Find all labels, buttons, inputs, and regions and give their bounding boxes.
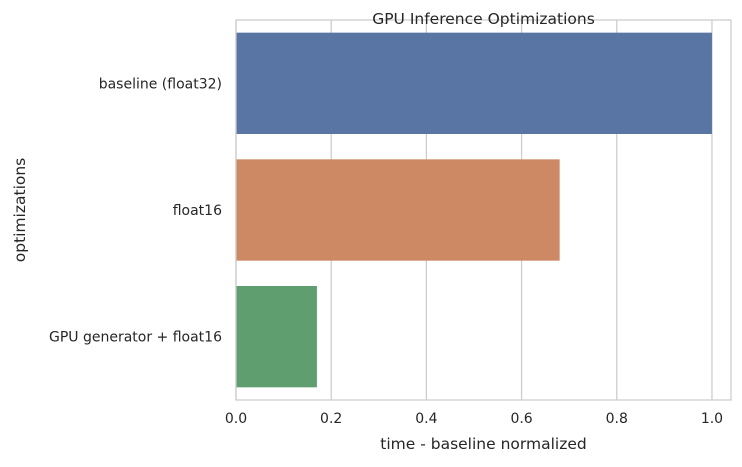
y-tick-label: GPU generator + float16 [49, 330, 222, 346]
bar [236, 32, 712, 134]
x-tick-label: 0.8 [606, 411, 628, 427]
x-tick-labels: 0.0 0.2 0.4 0.6 0.8 1.0 [225, 411, 723, 427]
x-tick-label: 0.0 [225, 411, 247, 427]
y-tick-label: baseline (float32) [99, 76, 222, 92]
x-tick-label: 0.2 [320, 411, 342, 427]
bar [236, 159, 560, 261]
x-tick-label: 0.6 [510, 411, 532, 427]
y-tick-label: float16 [173, 203, 222, 219]
bars [236, 32, 712, 388]
y-tick-labels: baseline (float32) float16 GPU generator +… [49, 76, 222, 345]
y-axis-label: optimizations [11, 158, 29, 263]
x-tick-label: 0.4 [415, 411, 437, 427]
bar [236, 286, 317, 388]
chart-title: GPU Inference Optimizations [372, 10, 595, 28]
x-tick-label: 1.0 [701, 411, 723, 427]
plot-frame [235, 19, 732, 401]
x-axis-label: time - baseline normalized [380, 435, 586, 453]
